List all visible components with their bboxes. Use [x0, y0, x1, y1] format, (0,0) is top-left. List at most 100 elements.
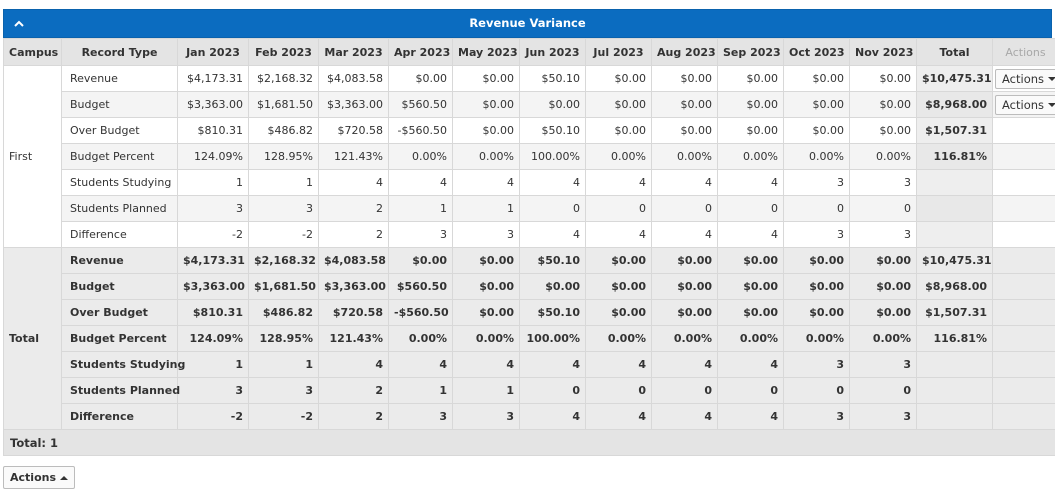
value-cell: $0.00: [585, 65, 652, 92]
value-cell: -$560.50: [388, 117, 453, 144]
column-header-month[interactable]: Mar 2023: [318, 38, 389, 66]
value-cell: 0: [849, 195, 917, 222]
actions-cell: [992, 195, 1055, 222]
value-cell: 3: [849, 403, 917, 430]
value-cell: $0.00: [849, 273, 917, 300]
value-cell: 3: [452, 221, 520, 248]
value-cell: 0.00%: [849, 143, 917, 170]
value-cell: $0.00: [849, 247, 917, 274]
table-row: Over Budget $810.31 $486.82 $720.58 -$560.50…: [4, 117, 1055, 144]
column-header-actions[interactable]: Actions: [992, 38, 1055, 66]
value-cell: 2: [318, 195, 389, 222]
value-cell: 4: [717, 221, 784, 248]
record-type-cell: Budget Percent: [61, 325, 178, 352]
actions-cell: [992, 273, 1055, 300]
value-cell: $720.58: [318, 117, 389, 144]
bottom-actions-button[interactable]: Actions: [3, 466, 75, 489]
value-cell: 2: [318, 377, 389, 404]
actions-cell: [992, 377, 1055, 404]
value-cell: 0.00%: [717, 143, 784, 170]
value-cell: $3,363.00: [177, 273, 249, 300]
column-header-month[interactable]: Aug 2023: [651, 38, 718, 66]
grand-total-group: Total Revenue $4,173.31 $2,168.32 $4,083.58 $…: [3, 247, 1055, 430]
value-cell: 4: [585, 169, 652, 196]
record-type-cell: Students Studying: [61, 169, 178, 196]
column-header-total[interactable]: Total: [916, 38, 993, 66]
chevron-up-icon[interactable]: [10, 14, 28, 32]
revenue-variance-table: Campus Record Type Jan 2023 Feb 2023 Mar 2…: [3, 38, 1055, 456]
value-cell: 4: [519, 403, 586, 430]
panel-title: Revenue Variance: [469, 16, 586, 30]
value-cell: 0: [849, 377, 917, 404]
total-cell: 116.81%: [916, 143, 993, 170]
value-cell: $4,083.58: [318, 247, 389, 274]
column-header-month[interactable]: Feb 2023: [248, 38, 319, 66]
value-cell: $0.00: [452, 273, 520, 300]
value-cell: 1: [452, 195, 520, 222]
value-cell: $1,681.50: [248, 91, 319, 118]
value-cell: 128.95%: [248, 143, 319, 170]
value-cell: 2: [318, 403, 389, 430]
value-cell: 1: [177, 169, 249, 196]
total-cell: [916, 403, 993, 430]
caret-down-icon: [1048, 76, 1055, 81]
column-header-month[interactable]: Jul 2023: [585, 38, 652, 66]
total-count-label: Total: 1: [3, 429, 1055, 456]
column-header-month[interactable]: Nov 2023: [849, 38, 917, 66]
value-cell: 4: [717, 351, 784, 378]
total-cell: $8,968.00: [916, 273, 993, 300]
bottom-actions-label: Actions: [10, 471, 56, 484]
value-cell: $0.00: [452, 91, 520, 118]
value-cell: 4: [388, 351, 453, 378]
column-header-month[interactable]: Jan 2023: [177, 38, 249, 66]
value-cell: 3: [849, 221, 917, 248]
value-cell: $2,168.32: [248, 247, 319, 274]
actions-cell: [992, 221, 1055, 248]
table-row: Budget Percent 124.09% 128.95% 121.43% 0.00%…: [4, 143, 1055, 170]
record-type-cell: Budget: [61, 91, 178, 118]
value-cell: 2: [318, 221, 389, 248]
column-header-month[interactable]: Apr 2023: [388, 38, 453, 66]
column-header-campus[interactable]: Campus: [3, 38, 62, 66]
value-cell: $0.00: [717, 273, 784, 300]
row-actions-button[interactable]: Actions: [995, 94, 1055, 115]
value-cell: 0: [651, 195, 718, 222]
value-cell: $0.00: [717, 65, 784, 92]
row-actions-label: Actions: [1002, 97, 1045, 112]
value-cell: 4: [651, 351, 718, 378]
value-cell: 0: [585, 377, 652, 404]
value-cell: 0: [651, 377, 718, 404]
total-row: Budget Percent 124.09% 128.95% 121.43% 0.00%…: [4, 325, 1055, 352]
value-cell: 0.00%: [849, 325, 917, 352]
value-cell: 4: [651, 221, 718, 248]
column-header-record-type[interactable]: Record Type: [61, 38, 178, 66]
value-cell: $50.10: [519, 299, 586, 326]
column-header-month[interactable]: Oct 2023: [783, 38, 850, 66]
value-cell: 0: [717, 377, 784, 404]
value-cell: $0.00: [849, 299, 917, 326]
value-cell: 0.00%: [783, 143, 850, 170]
value-cell: $4,173.31: [177, 65, 249, 92]
value-cell: $486.82: [248, 299, 319, 326]
value-cell: $0.00: [452, 117, 520, 144]
value-cell: 0.00%: [783, 325, 850, 352]
column-header-month[interactable]: Sep 2023: [717, 38, 784, 66]
value-cell: $810.31: [177, 299, 249, 326]
record-type-cell: Over Budget: [61, 299, 178, 326]
value-cell: -2: [248, 403, 319, 430]
value-cell: 0.00%: [717, 325, 784, 352]
row-actions-button[interactable]: Actions: [995, 68, 1055, 89]
value-cell: $0.00: [717, 91, 784, 118]
value-cell: $0.00: [783, 299, 850, 326]
column-header-month[interactable]: Jun 2023: [519, 38, 586, 66]
value-cell: 4: [651, 403, 718, 430]
total-cell: $1,507.31: [916, 299, 993, 326]
value-cell: $2,168.32: [248, 65, 319, 92]
total-cell: $8,968.00: [916, 91, 993, 118]
value-cell: 4: [452, 169, 520, 196]
value-cell: 4: [519, 169, 586, 196]
column-header-month[interactable]: May 2023: [452, 38, 520, 66]
value-cell: 0.00%: [452, 143, 520, 170]
total-row: Students Studying 1 1 4 4 4 4 4 4 4 3 3: [4, 351, 1055, 378]
value-cell: 3: [783, 221, 850, 248]
